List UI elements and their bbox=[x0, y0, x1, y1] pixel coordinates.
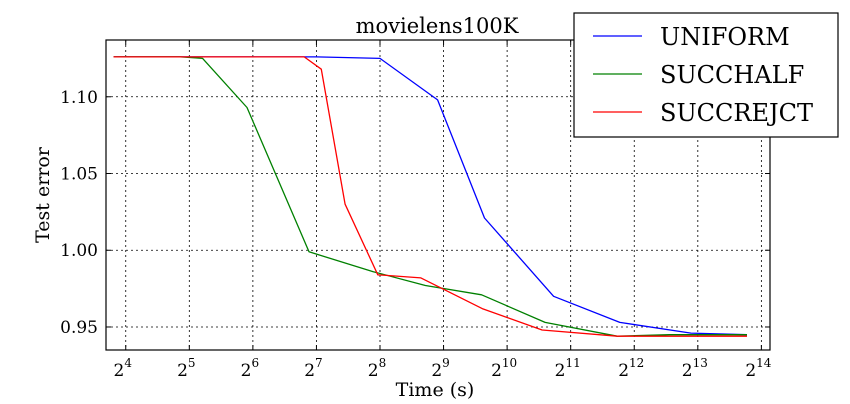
x-tick-label: 212 bbox=[618, 356, 644, 381]
y-tick-label: 1.05 bbox=[60, 165, 98, 185]
series-lines bbox=[113, 56, 748, 337]
x-tick-label: 29 bbox=[431, 356, 449, 381]
legend-box bbox=[573, 12, 839, 138]
x-tick-label: 26 bbox=[241, 356, 259, 381]
x-tick-label: 24 bbox=[114, 356, 133, 381]
tick-labels: 24 25 26 27 28 29 210 211 212 213 214 0.95 1.00 1.05 1… bbox=[60, 88, 772, 381]
x-tick-label: 213 bbox=[682, 356, 708, 381]
chart-title: movielens100K bbox=[356, 14, 519, 38]
x-tick-label: 214 bbox=[745, 356, 771, 381]
y-tick-label: 1.00 bbox=[60, 241, 98, 261]
x-tick-label: 28 bbox=[368, 356, 386, 381]
legend-label-succhalf: SUCCHALF bbox=[660, 61, 804, 89]
plot-frame bbox=[105, 39, 771, 351]
legend-label-uniform: UNIFORM bbox=[660, 23, 790, 51]
y-tick-label: 0.95 bbox=[60, 318, 98, 338]
series-line-succrejct bbox=[113, 56, 747, 337]
y-tick-label: 1.10 bbox=[60, 88, 98, 108]
y-axis-title: Test error bbox=[32, 146, 54, 243]
x-tick-label: 27 bbox=[304, 356, 322, 381]
legend: UNIFORM SUCCHALF SUCCREJCT bbox=[573, 12, 839, 138]
legend-label-succrejct: SUCCREJCT bbox=[660, 99, 813, 127]
x-tick-label: 25 bbox=[177, 356, 195, 381]
x-tick-label: 210 bbox=[491, 356, 517, 381]
x-axis-title: Time (s) bbox=[396, 379, 475, 400]
x-tick-label: 211 bbox=[555, 356, 581, 381]
